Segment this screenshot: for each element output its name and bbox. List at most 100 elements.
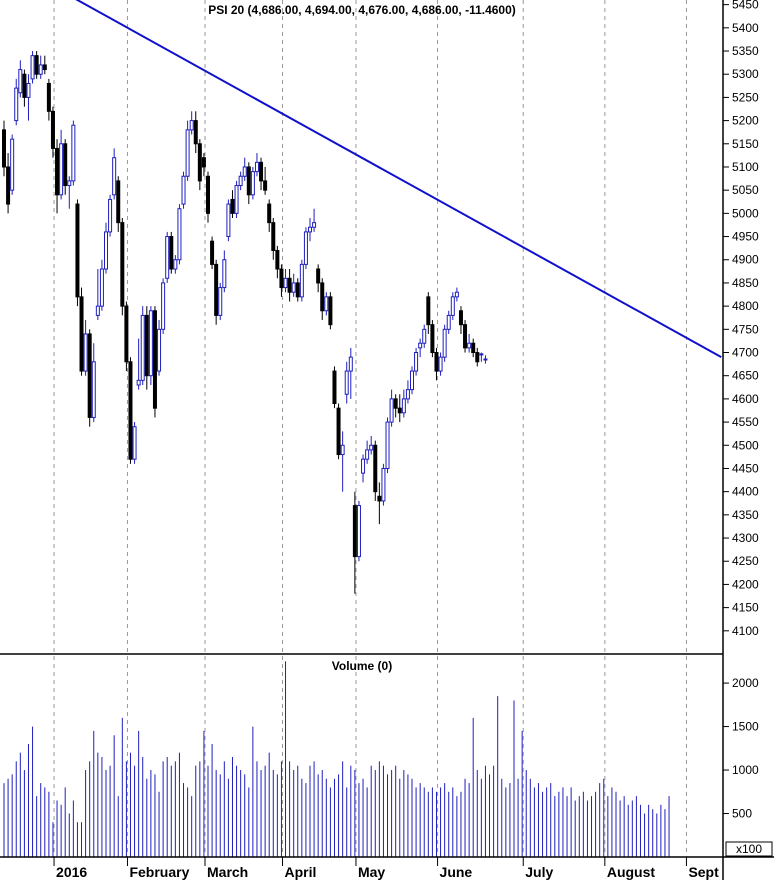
candle-body bbox=[79, 296, 84, 372]
candle-body bbox=[381, 467, 386, 502]
candle-body bbox=[397, 407, 402, 414]
candle bbox=[377, 482, 382, 525]
candle-body bbox=[226, 203, 231, 238]
candle-body bbox=[263, 180, 268, 191]
candle-body bbox=[475, 352, 480, 363]
candle-body bbox=[377, 495, 382, 502]
candle bbox=[308, 218, 312, 242]
candle bbox=[328, 292, 333, 330]
candle bbox=[161, 278, 166, 334]
candle-body bbox=[324, 296, 329, 312]
candle bbox=[422, 324, 427, 348]
candle bbox=[10, 134, 15, 195]
price-tick-label: 4750 bbox=[732, 322, 759, 336]
candle bbox=[479, 352, 484, 362]
candle-body bbox=[87, 333, 92, 418]
price-tick-label: 4400 bbox=[732, 485, 759, 499]
candle bbox=[348, 347, 353, 399]
candle bbox=[283, 269, 288, 293]
candle-body bbox=[197, 143, 202, 182]
candle bbox=[185, 120, 190, 181]
candle-body bbox=[22, 73, 27, 98]
candle-body bbox=[450, 296, 455, 316]
candle bbox=[46, 78, 51, 121]
candle bbox=[22, 69, 27, 107]
candle-body bbox=[308, 226, 312, 233]
candle-body bbox=[414, 352, 419, 372]
price-tick-label: 4250 bbox=[732, 554, 759, 568]
candle bbox=[259, 157, 264, 191]
price-axis: 4100 4150 4200 4250 4300 4350 4400 4450 4500 4550… bbox=[723, 0, 759, 638]
candle-body bbox=[201, 157, 206, 168]
volume-unit-box bbox=[725, 841, 773, 857]
candle bbox=[271, 218, 276, 260]
candle-body bbox=[128, 361, 133, 460]
candle-body bbox=[108, 198, 113, 233]
candle bbox=[263, 166, 268, 195]
candle-body bbox=[446, 314, 451, 330]
candle-body bbox=[454, 291, 459, 298]
candle-body bbox=[91, 361, 96, 418]
candle-body bbox=[38, 64, 43, 75]
month-label: April bbox=[285, 864, 317, 880]
candle bbox=[104, 222, 108, 274]
candle-body bbox=[189, 120, 194, 131]
price-tick-label: 5350 bbox=[732, 44, 759, 58]
candle-body bbox=[320, 282, 325, 312]
candle-body bbox=[67, 180, 72, 187]
candle-body bbox=[438, 356, 443, 372]
candle bbox=[475, 347, 480, 367]
candle bbox=[454, 287, 459, 302]
candle-body bbox=[152, 310, 157, 409]
candle-body bbox=[173, 259, 178, 270]
price-tick-label: 4500 bbox=[732, 438, 759, 452]
candle-body bbox=[352, 505, 357, 558]
candle bbox=[430, 320, 435, 358]
candle bbox=[254, 153, 259, 177]
candle bbox=[401, 389, 406, 418]
candle-body bbox=[132, 426, 137, 460]
candle-body bbox=[328, 296, 333, 326]
candle bbox=[173, 255, 178, 274]
candle bbox=[157, 320, 162, 376]
candle bbox=[458, 306, 463, 334]
volume-tick-label: 1000 bbox=[732, 763, 759, 777]
volume-tick-label: 500 bbox=[732, 807, 752, 821]
candle bbox=[397, 394, 402, 423]
candle-body bbox=[234, 185, 239, 214]
candle bbox=[312, 208, 317, 232]
candle bbox=[450, 292, 455, 321]
candle-body bbox=[336, 407, 341, 456]
candle bbox=[6, 153, 11, 214]
candle bbox=[112, 148, 117, 200]
candle bbox=[467, 333, 472, 353]
candle-body bbox=[401, 398, 406, 414]
candle bbox=[373, 440, 378, 501]
candle-body bbox=[148, 310, 153, 377]
candle-body bbox=[479, 353, 484, 356]
candle-body bbox=[259, 161, 264, 182]
candle bbox=[275, 245, 280, 279]
candle-body bbox=[55, 147, 60, 196]
candle bbox=[95, 269, 100, 321]
candle bbox=[242, 157, 247, 181]
candle-body bbox=[71, 124, 76, 182]
candle bbox=[214, 259, 219, 325]
candle bbox=[50, 106, 55, 158]
price-tick-label: 5050 bbox=[732, 183, 759, 197]
candle-body bbox=[299, 263, 304, 298]
candle-body bbox=[483, 358, 488, 361]
volume-axis: 500 1000 1500 2000 bbox=[723, 676, 759, 821]
candle-body bbox=[316, 268, 321, 284]
candle bbox=[2, 120, 6, 177]
candle-body bbox=[275, 249, 280, 270]
candle-body bbox=[467, 342, 472, 349]
candle bbox=[79, 287, 84, 376]
candle bbox=[295, 278, 300, 302]
candle bbox=[193, 111, 198, 154]
candle bbox=[299, 259, 304, 302]
candle-body bbox=[271, 222, 276, 251]
candle bbox=[148, 306, 153, 385]
candle bbox=[291, 273, 296, 297]
